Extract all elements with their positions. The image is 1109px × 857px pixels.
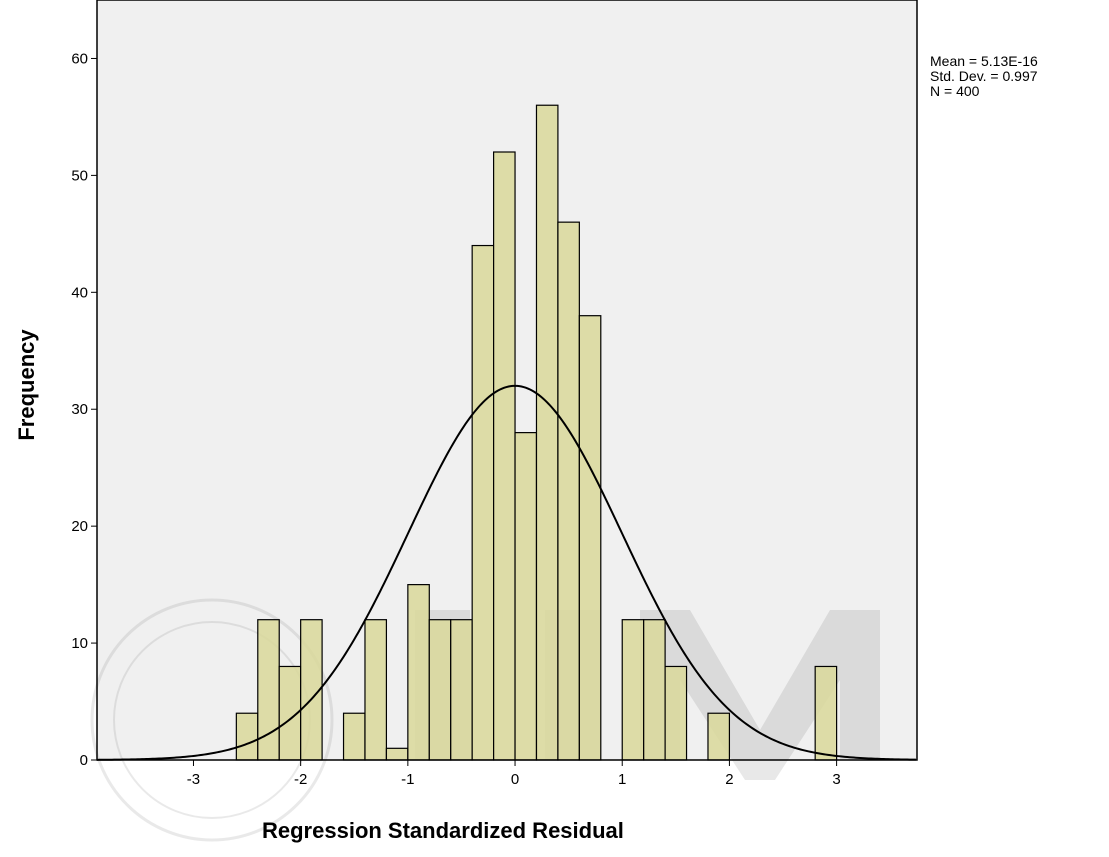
- n-stat: N = 400: [930, 83, 980, 99]
- statistics-box: Mean = 5.13E-16 Std. Dev. = 0.997 N = 40…: [930, 54, 1038, 99]
- x-tick-label: -2: [294, 771, 307, 788]
- axes: 0 10 20 30 40 50 60 -3 -2 -1 0 1 2 3: [71, 0, 918, 788]
- x-tick-label: 2: [725, 771, 733, 788]
- histogram-bar: [471, 244, 495, 761]
- histogram-bar: [535, 104, 559, 761]
- x-tick-label: 1: [618, 771, 626, 788]
- histogram-bar: [493, 151, 516, 761]
- plot-frame: [96, 0, 918, 761]
- histogram-bar: [557, 221, 580, 761]
- y-tick-label: 50: [71, 167, 88, 184]
- x-tick-label: -1: [401, 771, 414, 788]
- histogram-bar: [385, 747, 409, 761]
- y-tick-label: 30: [71, 401, 88, 418]
- mean-stat: Mean = 5.13E-16: [930, 53, 1038, 69]
- histogram-bar: [643, 619, 666, 761]
- x-tick-label: 0: [511, 771, 519, 788]
- histogram-bar: [664, 665, 688, 761]
- y-tick-label: 20: [71, 518, 88, 535]
- y-tick-label: 40: [71, 284, 88, 301]
- histogram-bar: [707, 712, 731, 761]
- histogram-bar: [814, 665, 838, 761]
- histogram-bar: [235, 712, 259, 761]
- histogram-bar: [450, 619, 473, 761]
- histogram-bar: [621, 619, 645, 761]
- histogram-bar: [514, 432, 538, 761]
- histogram-bars: [235, 104, 838, 761]
- x-tick-label: -3: [187, 771, 200, 788]
- histogram-bar: [407, 584, 430, 761]
- x-axis-label: Regression Standardized Residual: [262, 818, 624, 843]
- y-tick-label: 0: [80, 752, 88, 769]
- histogram-bar: [428, 619, 452, 761]
- histogram-bar: [342, 712, 366, 761]
- histogram-bar: [578, 315, 602, 761]
- histogram-bar: [364, 619, 388, 761]
- histogram-bar: [257, 619, 280, 761]
- normal-curve: [96, 384, 916, 761]
- y-tick-label: 60: [71, 50, 88, 67]
- y-tick-label: 10: [71, 635, 88, 652]
- std-dev-stat: Std. Dev. = 0.997: [930, 68, 1038, 84]
- y-axis-label: Frequency: [14, 329, 39, 441]
- x-tick-label: 3: [832, 771, 840, 788]
